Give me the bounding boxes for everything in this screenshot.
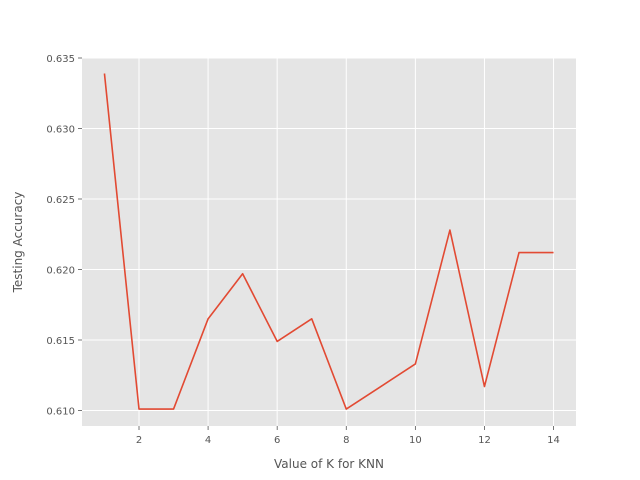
plot-area: [82, 58, 576, 426]
y-tick-label: 0.630: [46, 124, 75, 135]
x-tick-label: 2: [136, 435, 142, 446]
y-axis-ticks: 0.610 0.615 0.620 0.625 0.630 0.635: [46, 54, 82, 417]
x-tick-label: 14: [547, 435, 560, 446]
series-line: [103, 73, 554, 410]
y-tick-label: 0.610: [46, 406, 75, 417]
y-tick-label: 0.615: [46, 336, 75, 347]
y-tick-label: 0.635: [46, 54, 75, 65]
x-tick-label: 12: [478, 435, 491, 446]
x-axis-ticks: 2 4 6 8 10 12 14: [136, 426, 560, 446]
x-tick-label: 10: [409, 435, 422, 446]
series-layer: [103, 73, 554, 410]
x-tick-label: 6: [274, 435, 280, 446]
y-axis-label: Testing Accuracy: [11, 192, 25, 294]
y-tick-label: 0.625: [46, 195, 75, 206]
y-tick-label: 0.620: [46, 265, 75, 276]
x-tick-label: 8: [343, 435, 349, 446]
x-axis-label: Value of K for KNN: [274, 457, 384, 471]
x-tick-label: 4: [205, 435, 211, 446]
grid: [82, 57, 576, 426]
